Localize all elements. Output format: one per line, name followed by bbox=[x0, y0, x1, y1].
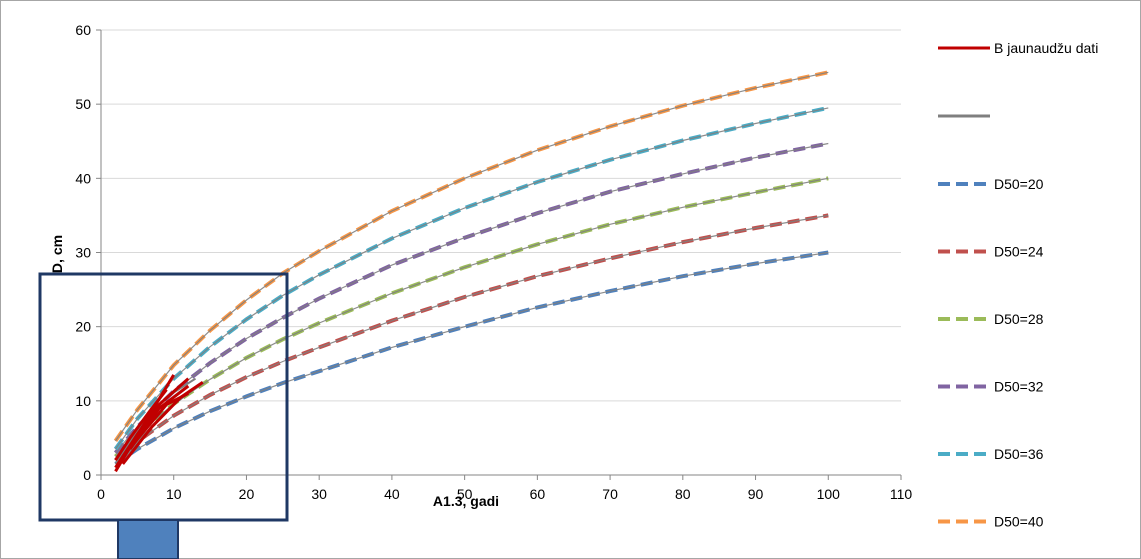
y-tick-label-5: 50 bbox=[75, 96, 91, 112]
y-tick-label-0: 0 bbox=[83, 467, 91, 483]
x-tick-label-2: 20 bbox=[239, 486, 255, 502]
x-tick-label-7: 70 bbox=[602, 486, 618, 502]
legend-label-5: D50=32 bbox=[994, 379, 1044, 395]
legend-label-7: D50=40 bbox=[994, 514, 1044, 530]
legend-label-4: D50=28 bbox=[994, 311, 1044, 327]
y-tick-label-2: 20 bbox=[75, 319, 91, 335]
series-centerline-0 bbox=[115, 251, 829, 465]
y-tick-label-4: 40 bbox=[75, 170, 91, 186]
observed-line-2 bbox=[121, 381, 204, 465]
highlight-tab bbox=[117, 519, 179, 559]
x-axis-title: A1.3, gadi bbox=[433, 493, 499, 509]
legend-label-6: D50=36 bbox=[994, 446, 1044, 462]
legend-label-2: D50=20 bbox=[994, 176, 1044, 192]
y-axis-title: D, cm bbox=[49, 235, 65, 273]
legend-label-0: B jaunaudžu dati bbox=[994, 40, 1098, 56]
axes: 0 10 20 30 40 50 60 0 10 20 30 40 50 60 70 80 90 100 110 bbox=[75, 22, 912, 502]
x-tick-label-9: 90 bbox=[748, 486, 764, 502]
y-tick-label-3: 30 bbox=[75, 245, 91, 261]
x-tick-label-3: 30 bbox=[311, 486, 327, 502]
x-tick-label-6: 60 bbox=[530, 486, 546, 502]
series-centerline-4 bbox=[115, 107, 829, 450]
x-tick-label-10: 100 bbox=[817, 486, 841, 502]
x-tick-label-8: 80 bbox=[675, 486, 691, 502]
observed-line-3 bbox=[114, 388, 168, 462]
x-tick-label-5: 50 bbox=[457, 486, 473, 502]
legend: B jaunaudžu dati D50=20 D50=24 D50=28 D50=32… bbox=[938, 40, 1098, 530]
legend-label-3: D50=24 bbox=[994, 244, 1044, 260]
x-tick-label-1: 10 bbox=[166, 486, 182, 502]
x-tick-label-0: 0 bbox=[97, 486, 105, 502]
observed-line-5 bbox=[121, 392, 189, 458]
y-tick-label-1: 10 bbox=[75, 393, 91, 409]
x-tick-label-4: 40 bbox=[384, 486, 400, 502]
x-tick-label-11: 110 bbox=[890, 486, 913, 502]
series-group bbox=[113, 70, 829, 473]
series-centerline-5 bbox=[115, 71, 829, 442]
annotation-overlay bbox=[38, 272, 289, 559]
y-tick-label-6: 60 bbox=[75, 22, 91, 38]
series-centerline-1 bbox=[115, 214, 829, 461]
